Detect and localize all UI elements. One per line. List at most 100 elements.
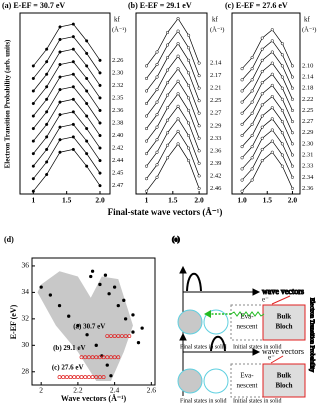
point — [187, 33, 191, 37]
point — [166, 156, 170, 160]
peak — [186, 272, 202, 292]
point — [120, 334, 124, 339]
point — [280, 75, 284, 79]
point — [155, 100, 159, 104]
series-label: 2.26 — [112, 57, 124, 64]
point — [290, 86, 294, 90]
y-tick-label: 36 — [22, 261, 30, 270]
point — [176, 117, 180, 121]
series-label: 2.40 — [112, 132, 123, 139]
curve — [33, 98, 101, 142]
point — [45, 85, 49, 89]
point — [290, 97, 294, 101]
point — [197, 74, 201, 78]
point — [290, 131, 294, 135]
point — [155, 163, 159, 167]
curve — [241, 73, 293, 114]
point — [280, 86, 284, 90]
point — [144, 64, 149, 68]
curve — [146, 80, 200, 129]
point — [280, 131, 284, 135]
point — [90, 375, 95, 380]
point — [166, 30, 170, 35]
point — [71, 97, 75, 101]
point — [250, 56, 254, 60]
point — [31, 101, 35, 106]
point — [260, 125, 264, 129]
curve — [241, 62, 293, 103]
curve — [241, 29, 293, 69]
x-tick-label: 2.0 — [95, 196, 105, 205]
point — [166, 68, 170, 72]
caption: Final states in solid — [180, 344, 227, 350]
point — [72, 375, 77, 380]
x-tick-label: 1.5 — [168, 196, 178, 205]
point — [58, 125, 62, 129]
series-label: 2.35 — [112, 94, 123, 101]
point — [260, 147, 264, 151]
y-tick-label: 28 — [22, 366, 30, 375]
point — [270, 150, 274, 154]
curve — [33, 123, 101, 167]
point — [176, 104, 180, 108]
plot-frame — [231, 12, 301, 195]
point — [94, 355, 99, 360]
panel-title: (d) — [4, 235, 14, 244]
point — [240, 189, 244, 193]
point — [98, 121, 102, 125]
point — [98, 184, 102, 188]
curve — [146, 30, 200, 79]
point — [240, 156, 244, 160]
point — [144, 152, 149, 156]
curve — [146, 68, 200, 117]
curve — [33, 136, 101, 179]
point — [103, 273, 108, 277]
point — [250, 111, 254, 115]
x-tick-label: 1.0 — [237, 196, 247, 205]
point — [45, 47, 49, 51]
point — [176, 67, 180, 71]
point — [270, 39, 274, 43]
point — [76, 323, 80, 328]
series-label: 2.25 — [210, 97, 221, 104]
point — [85, 39, 89, 43]
wave — [230, 311, 265, 317]
point — [290, 75, 294, 79]
point — [71, 22, 75, 26]
point — [58, 25, 62, 29]
point — [280, 120, 284, 124]
point — [260, 69, 264, 74]
point — [290, 186, 294, 190]
point — [58, 100, 62, 104]
series-header: (Å⁻¹) — [302, 25, 316, 33]
curve — [146, 130, 200, 179]
point — [197, 136, 201, 140]
point — [31, 164, 35, 168]
point — [250, 78, 254, 82]
box-label: Bulk — [277, 313, 292, 321]
point — [58, 37, 62, 42]
point — [123, 334, 128, 339]
point — [280, 153, 284, 157]
box-label: Eva- — [240, 372, 254, 380]
curve — [146, 93, 200, 142]
panel-title: (a) E-EF = 30.7 eV — [2, 1, 65, 10]
series-label: 2.14 — [302, 74, 314, 81]
point — [270, 72, 274, 76]
point — [270, 117, 274, 121]
curve — [33, 111, 101, 154]
point — [166, 143, 170, 147]
series-label: 2.33 — [210, 135, 221, 142]
point — [140, 326, 144, 330]
point — [176, 129, 180, 133]
point — [31, 76, 35, 80]
point — [131, 330, 135, 334]
electron-arrow — [271, 295, 291, 305]
arrowhead — [252, 348, 261, 356]
point — [144, 127, 149, 131]
point — [85, 51, 89, 55]
point — [250, 156, 254, 160]
point — [85, 333, 89, 337]
curve — [33, 48, 101, 92]
